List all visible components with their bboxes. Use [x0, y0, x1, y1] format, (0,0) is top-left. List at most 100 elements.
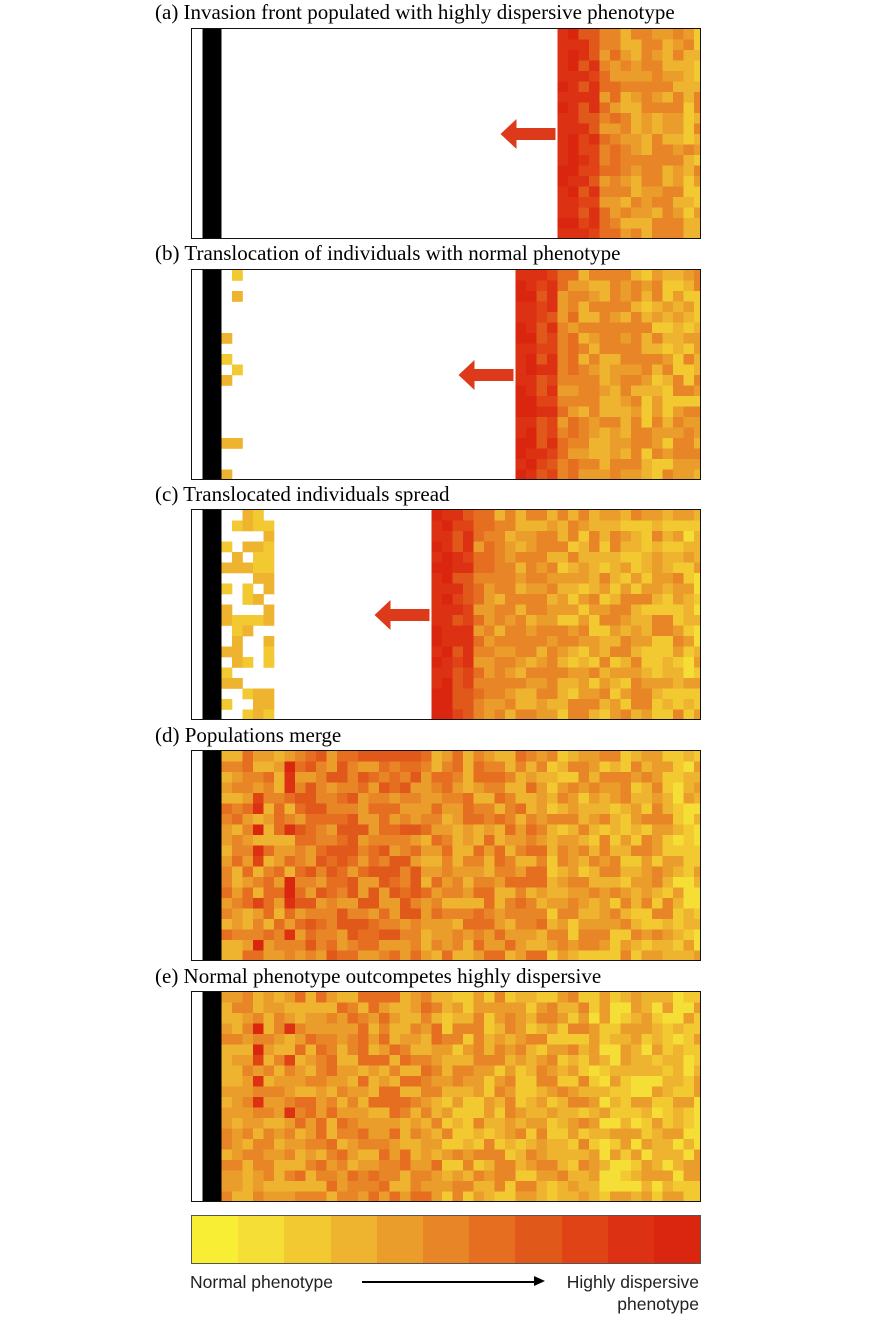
heatmap-cell: [641, 1076, 653, 1087]
heatmap-cell: [473, 625, 485, 637]
heatmap-cell: [547, 406, 558, 418]
spread-direction-arrow-icon: [458, 360, 514, 390]
heatmap-cell: [379, 803, 390, 815]
heatmap-cell: [526, 520, 537, 532]
heatmap-cell: [295, 782, 306, 794]
heatmap-cell: [232, 657, 243, 668]
heatmap-cell: [526, 1107, 537, 1119]
heatmap-cell: [578, 646, 590, 658]
heatmap-cell: [484, 803, 495, 815]
heatmap-cell: [295, 1160, 306, 1171]
heatmap-cell: [620, 207, 632, 219]
heatmap-cell: [347, 803, 359, 815]
heatmap-cell: [599, 459, 611, 470]
heatmap-cell: [568, 782, 579, 794]
heatmap-cell: [515, 459, 527, 470]
heatmap-cell: [473, 709, 485, 719]
heatmap-cell: [683, 824, 695, 836]
panel-b-heatmap: [202, 270, 700, 479]
heatmap-cell: [662, 510, 674, 521]
heatmap-cell: [547, 1149, 558, 1161]
heatmap-cell: [221, 835, 233, 846]
heatmap-cell: [242, 929, 254, 941]
heatmap-cell: [221, 772, 233, 783]
panel-a-heatmap: [202, 29, 700, 238]
heatmap-cell: [221, 908, 233, 920]
heatmap-cell: [536, 866, 548, 878]
heatmap-cell: [431, 1023, 443, 1035]
heatmap-cell: [589, 594, 600, 605]
heatmap-cell: [232, 1034, 243, 1045]
heatmap-cell: [515, 929, 527, 941]
heatmap-cell: [505, 573, 516, 584]
heatmap-cell: [400, 1013, 411, 1024]
heatmap-cell: [316, 824, 327, 836]
heatmap-cell: [610, 375, 621, 386]
heatmap-cell: [557, 824, 569, 836]
heatmap-cell: [452, 1034, 464, 1045]
heatmap-cell: [389, 1181, 401, 1192]
heatmap-cell: [452, 1139, 464, 1150]
heatmap-cell: [347, 1023, 359, 1035]
heatmap-cell: [253, 552, 264, 563]
heatmap-cell: [263, 908, 275, 920]
heatmap-cell: [431, 594, 443, 605]
heatmap-cell: [431, 814, 443, 825]
heatmap-cell: [494, 1065, 506, 1077]
heatmap-cell: [536, 1097, 548, 1108]
heatmap-cell: [673, 793, 684, 804]
heatmap-cell: [673, 604, 684, 616]
heatmap-cell: [253, 1160, 264, 1171]
heatmap-cell: [484, 898, 495, 909]
heatmap-cell: [536, 940, 548, 951]
heatmap-cell: [631, 1139, 642, 1150]
heatmap-cell: [683, 898, 695, 909]
heatmap-cell: [379, 940, 390, 951]
heatmap-cell: [589, 385, 600, 397]
heatmap-cell: [473, 1086, 485, 1098]
heatmap-cell: [389, 1191, 401, 1201]
heatmap-cell: [557, 992, 569, 1003]
heatmap-cell: [379, 1055, 390, 1066]
heatmap-cell: [557, 280, 569, 292]
heatmap-cell: [557, 39, 569, 51]
heatmap-cell: [683, 1097, 695, 1108]
heatmap-cell: [389, 1118, 401, 1129]
heatmap-cell: [652, 1023, 663, 1035]
heatmap-cell: [536, 531, 548, 542]
heatmap-cell: [526, 438, 537, 449]
heatmap-cell: [284, 1191, 296, 1201]
heatmap-cell: [379, 824, 390, 836]
heatmap-cell: [568, 772, 579, 783]
heatmap-cell: [442, 761, 453, 773]
heatmap-cell: [620, 438, 632, 449]
heatmap-cell: [673, 657, 684, 668]
heatmap-cell: [673, 375, 684, 386]
heatmap-cell: [673, 92, 684, 103]
heatmap-cell: [526, 1076, 537, 1087]
heatmap-cell: [641, 751, 653, 762]
heatmap-cell: [589, 562, 600, 574]
heatmap-cell: [526, 1128, 537, 1140]
heatmap-cell: [337, 824, 348, 836]
heatmap-cell: [610, 301, 621, 313]
heatmap-cell: [242, 688, 254, 700]
heatmap-cell: [652, 531, 663, 542]
heatmap-cell: [641, 1139, 653, 1150]
heatmap-cell: [589, 1160, 600, 1171]
heatmap-cell: [610, 615, 621, 626]
heatmap-cell: [631, 929, 642, 941]
heatmap-cell: [641, 406, 653, 418]
heatmap-cell: [221, 761, 233, 773]
heatmap-cell: [662, 531, 674, 542]
heatmap-cell: [589, 1086, 600, 1098]
heatmap-cell: [505, 1170, 516, 1182]
heatmap-cell: [662, 312, 674, 323]
heatmap-cell: [631, 699, 642, 710]
heatmap-cell: [358, 908, 369, 920]
heatmap-cell: [547, 1097, 558, 1108]
heatmap-cell: [694, 1170, 700, 1182]
legend-swatch: [376, 1216, 423, 1263]
heatmap-cell: [253, 929, 264, 941]
heatmap-cell: [589, 459, 600, 470]
